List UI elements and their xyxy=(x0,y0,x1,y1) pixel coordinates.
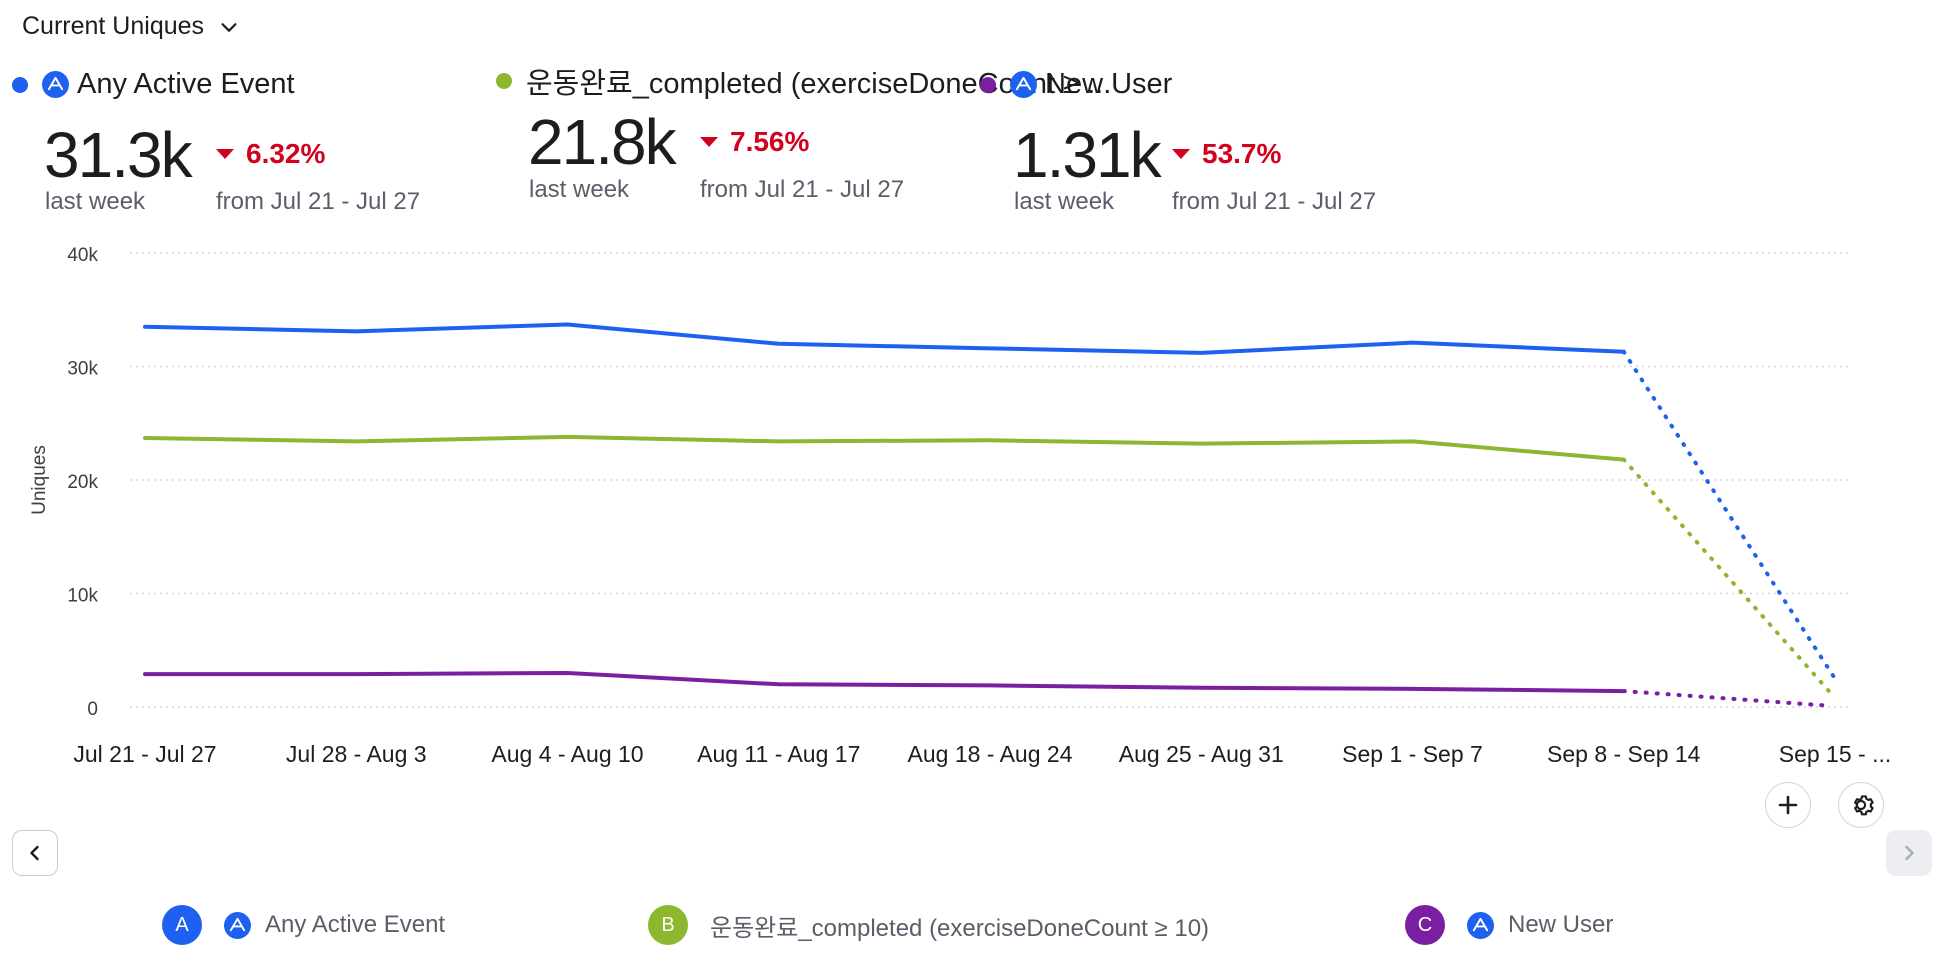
kpi-period: last week xyxy=(529,176,630,203)
y-tick-label: 40k xyxy=(67,245,98,266)
kpi-value: 31.3k xyxy=(44,119,193,191)
chevron-down-icon xyxy=(221,22,237,32)
series-dot xyxy=(980,76,996,93)
amplitude-icon xyxy=(1467,911,1494,939)
kpi-title: Any Active Event xyxy=(12,68,295,101)
add-button[interactable] xyxy=(1765,782,1811,828)
kpi-value: 1.31k xyxy=(1013,119,1162,191)
down-arrow-icon xyxy=(1172,149,1190,159)
y-tick-label: 0 xyxy=(87,699,98,720)
kpi-change: 6.32% xyxy=(216,138,325,170)
chart-settings-button[interactable] xyxy=(1838,782,1884,828)
x-tick-label: Aug 11 - Aug 17 xyxy=(697,741,860,767)
plus-icon xyxy=(1778,795,1798,815)
kpi-change-value: 53.7% xyxy=(1202,138,1282,169)
x-tick-label: Aug 4 - Aug 10 xyxy=(491,741,643,767)
legend-label: Any Active Event xyxy=(265,911,446,938)
line-chart[interactable]: 0 10k 20k 30k 40k Uniques Jul 21 - Jul 27 Jul 2… xyxy=(0,230,1940,770)
kpi-change-from: from Jul 21 - Jul 27 xyxy=(1172,188,1377,215)
y-tick-label: 30k xyxy=(67,359,98,380)
down-arrow-icon xyxy=(700,137,718,147)
x-tick-label: Aug 18 - Aug 24 xyxy=(908,741,1073,767)
x-tick-label: Aug 25 - Aug 31 xyxy=(1119,741,1284,767)
legend-item-c[interactable]: C New User xyxy=(1405,905,1613,945)
kpi-period: last week xyxy=(45,188,146,215)
kpi-change: 7.56% xyxy=(700,126,809,158)
kpi-card-any-active-event: Any Active Event xyxy=(12,68,295,101)
x-tick-label: Sep 15 - ... xyxy=(1779,741,1892,767)
legend-prev-button[interactable] xyxy=(12,830,58,876)
chevron-right-icon xyxy=(1905,845,1914,861)
legend-badge: C xyxy=(1405,905,1445,945)
kpi-period: last week xyxy=(1014,188,1115,215)
chevron-left-icon xyxy=(30,845,39,861)
legend-label: New User xyxy=(1508,911,1614,938)
legend-badge: B xyxy=(648,905,688,945)
amplitude-icon xyxy=(42,71,69,98)
kpi-value: 21.8k xyxy=(528,106,677,178)
x-tick-label: Sep 8 - Sep 14 xyxy=(1547,741,1701,767)
kpi-title-text: New User xyxy=(1045,68,1173,100)
legend-label: 운동완료_completed (exerciseDoneCount ≥ 10) xyxy=(710,914,1210,942)
kpi-change: 53.7% xyxy=(1172,138,1281,170)
down-arrow-icon xyxy=(216,149,234,159)
series-line xyxy=(143,322,1626,355)
legend-item-a[interactable]: A Any Active Event xyxy=(162,905,445,945)
legend-badge: A xyxy=(162,905,202,945)
metric-selector-label: Current Uniques xyxy=(22,12,205,40)
legend-item-b[interactable]: B 운동완료_completed (exerciseDoneCount ≥ 10… xyxy=(648,905,1209,945)
kpi-change-value: 6.32% xyxy=(246,138,326,169)
amplitude-icon xyxy=(224,911,251,939)
series-line-incomplete xyxy=(1621,689,1833,708)
series-line-incomplete xyxy=(1621,457,1833,696)
kpi-change-from: from Jul 21 - Jul 27 xyxy=(700,176,905,203)
amplitude-icon xyxy=(1010,71,1037,98)
x-tick-label: Jul 21 - Jul 27 xyxy=(73,741,216,767)
series-line-incomplete xyxy=(1621,349,1837,681)
x-tick-label: Jul 28 - Aug 3 xyxy=(286,741,427,767)
series-line xyxy=(143,434,1626,462)
kpi-title-text: Any Active Event xyxy=(77,68,295,100)
kpi-card-new-user: New User xyxy=(980,68,1172,101)
kpi-title: New User xyxy=(980,68,1172,101)
y-axis-label: Uniques xyxy=(29,445,50,515)
kpi-change-from: from Jul 21 - Jul 27 xyxy=(216,188,421,215)
series-line xyxy=(143,670,1626,694)
gear-icon xyxy=(1854,795,1874,816)
metric-selector[interactable]: Current Uniques xyxy=(22,12,240,41)
y-tick-label: 10k xyxy=(67,586,98,607)
kpi-change-value: 7.56% xyxy=(730,126,810,157)
y-tick-label: 20k xyxy=(67,472,98,493)
series-dot xyxy=(12,76,28,93)
legend-next-button[interactable] xyxy=(1886,830,1932,876)
x-tick-label: Sep 1 - Sep 7 xyxy=(1342,741,1483,767)
series-dot xyxy=(496,73,512,89)
